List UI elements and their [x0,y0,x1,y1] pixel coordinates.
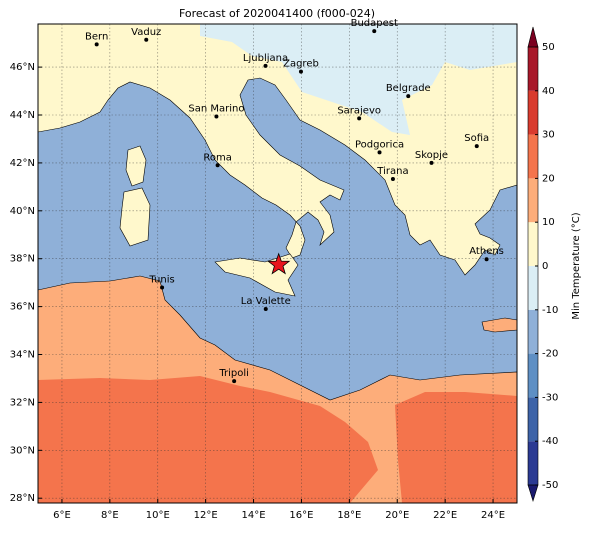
city-label: Tunis [148,274,174,285]
lon-tick-label: 10°E [146,510,170,521]
corsica [125,145,147,187]
colorbar-tick-label: 10 [542,217,555,228]
colorbar-band [528,353,538,398]
city-label: Athens [469,246,504,257]
city-label: Sofia [464,133,489,144]
lat-tick-label: 36°N [10,302,35,313]
lat-tick-label: 34°N [10,350,35,361]
lat-tick-label: 28°N [10,493,35,504]
city-label: Bern [85,31,108,42]
city-dot [160,285,165,290]
lat-tick-label: 30°N [10,445,35,456]
lon-tick-label: 12°E [194,510,218,521]
city-label: Tirana [376,166,408,177]
map-frame [37,23,518,504]
city-dot [406,94,411,99]
colorbar-band [528,178,538,223]
colorbar-band [528,309,538,354]
city-label: Belgrade [386,83,431,94]
map-layers [37,23,518,504]
colorbar-tick-label: -30 [542,392,558,403]
colorbar-band [528,134,538,179]
africa-warm-east [395,392,517,503]
lon-tick-label: 20°E [385,510,409,521]
colorbar-tick-label: 0 [542,261,548,272]
colorbar-under [527,484,539,503]
city-dot [357,116,362,121]
lon-tick-label: 8°E [101,510,119,521]
city-dot [377,150,382,155]
city-dot [429,160,434,165]
colorbar-band [528,266,538,310]
city-label: Zagreb [283,59,319,70]
city-label: Tripoli [218,368,249,379]
lon-tick-label: 24°E [481,510,505,521]
city-label: Roma [203,152,232,163]
city-label: Budapest [351,18,398,29]
city-dot [390,176,395,181]
lon-tick-label: 18°E [337,510,361,521]
colorbar-tick-label: 30 [542,130,555,141]
colorbar-tick-label: -40 [542,436,558,447]
lon-tick-label: 14°E [242,510,266,521]
lat-tick-label: 38°N [10,254,35,265]
city-label: La Valette [241,296,291,307]
city-label: Podgorica [355,139,404,150]
colorbar-band [528,397,538,442]
colorbar-tick-label: -50 [542,480,558,491]
lat-tick-label: 46°N [10,62,35,73]
africa-warm [38,376,378,503]
city-label: Skopje [415,150,448,161]
lon-tick-label: 22°E [433,510,457,521]
colorbar-tick-label: 50 [542,42,555,53]
lon-tick-label: 6°E [53,510,71,521]
city-dot [484,257,489,262]
city-label: Vaduz [131,27,161,38]
colorbar-band [528,222,538,266]
sardinia [119,187,151,247]
city-label: Sarajevo [337,105,381,116]
star-marker [267,252,291,275]
colorbar-over [527,26,539,48]
city-dot [215,163,220,168]
city-dot [263,63,268,68]
colorbar-tick-label: 20 [542,173,555,184]
colorbar-band [528,90,538,135]
colorbar-tick-label: -20 [542,349,558,360]
colorbar-label: Min Temperature (°C) [571,212,582,319]
city-label: Ljubljana [243,53,288,64]
lat-tick-label: 40°N [10,206,35,217]
cold-band [200,24,517,135]
lat-tick-label: 42°N [10,158,35,169]
colorbar-tick-label: 40 [542,86,555,97]
city-dot [232,379,237,384]
city-dot [372,29,377,34]
colorbar-band [528,441,538,485]
city-dot [214,114,219,119]
city-dot [94,42,99,47]
city-dot [298,69,303,74]
title: Forecast of 2020041400 (f000-024) [179,7,375,20]
lon-tick-label: 16°E [289,510,313,521]
city-dot [144,37,149,42]
lat-tick-label: 44°N [10,110,35,121]
colorbar-tick-label: -10 [542,305,558,316]
city-dot [263,307,268,312]
city-dot [474,144,479,149]
colorbar-band [528,47,538,91]
city-label: San Marino [188,103,244,114]
lat-tick-label: 32°N [10,397,35,408]
